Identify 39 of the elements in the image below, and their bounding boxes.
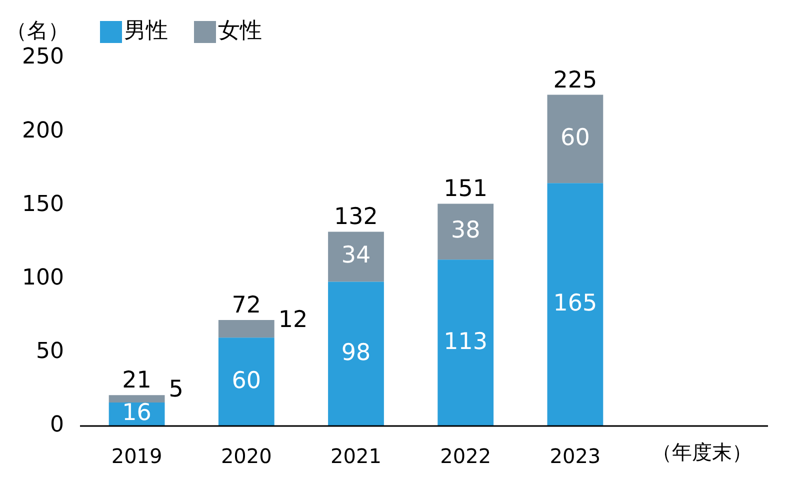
x-tick-label: 2022 xyxy=(440,444,492,468)
y-tick-label: 50 xyxy=(36,339,64,364)
y-tick-label: 150 xyxy=(22,192,64,217)
data-label: 38 xyxy=(450,218,480,244)
total-label: 132 xyxy=(334,204,378,230)
bar xyxy=(438,260,494,426)
data-label: 34 xyxy=(341,242,371,269)
y-axis-title: （名） xyxy=(6,18,69,42)
legend-label: 女性 xyxy=(218,18,262,44)
x-tick-label: 2019 xyxy=(111,444,162,468)
total-label: 151 xyxy=(444,176,488,202)
data-label: 60 xyxy=(232,368,262,394)
bar xyxy=(328,232,384,282)
x-tick-label: 2021 xyxy=(330,444,382,468)
bar xyxy=(218,320,274,338)
bar xyxy=(108,395,165,402)
bar xyxy=(438,204,494,260)
y-tick-label: 200 xyxy=(22,118,64,144)
data-label: 113 xyxy=(444,328,488,355)
y-tick-label: 0 xyxy=(50,412,64,438)
data-label: 12 xyxy=(278,306,308,333)
bar xyxy=(328,282,384,426)
bar xyxy=(218,338,274,426)
x-tick-label: 2023 xyxy=(550,444,601,468)
data-label: 5 xyxy=(168,376,184,403)
x-axis-title: （年度末） xyxy=(652,440,752,464)
legend-label: 男性 xyxy=(124,18,168,44)
data-label: 98 xyxy=(341,340,371,366)
bar xyxy=(547,183,604,426)
total-label: 72 xyxy=(232,292,262,318)
y-tick-label: 100 xyxy=(22,266,64,291)
total-label: 225 xyxy=(553,67,598,94)
data-label: 165 xyxy=(553,290,598,317)
bar xyxy=(547,94,604,184)
data-label: 16 xyxy=(122,400,152,426)
total-label: 21 xyxy=(122,368,152,394)
y-tick-label: 250 xyxy=(22,44,64,70)
x-tick-label: 2020 xyxy=(220,444,272,468)
data-label: 60 xyxy=(560,124,590,151)
